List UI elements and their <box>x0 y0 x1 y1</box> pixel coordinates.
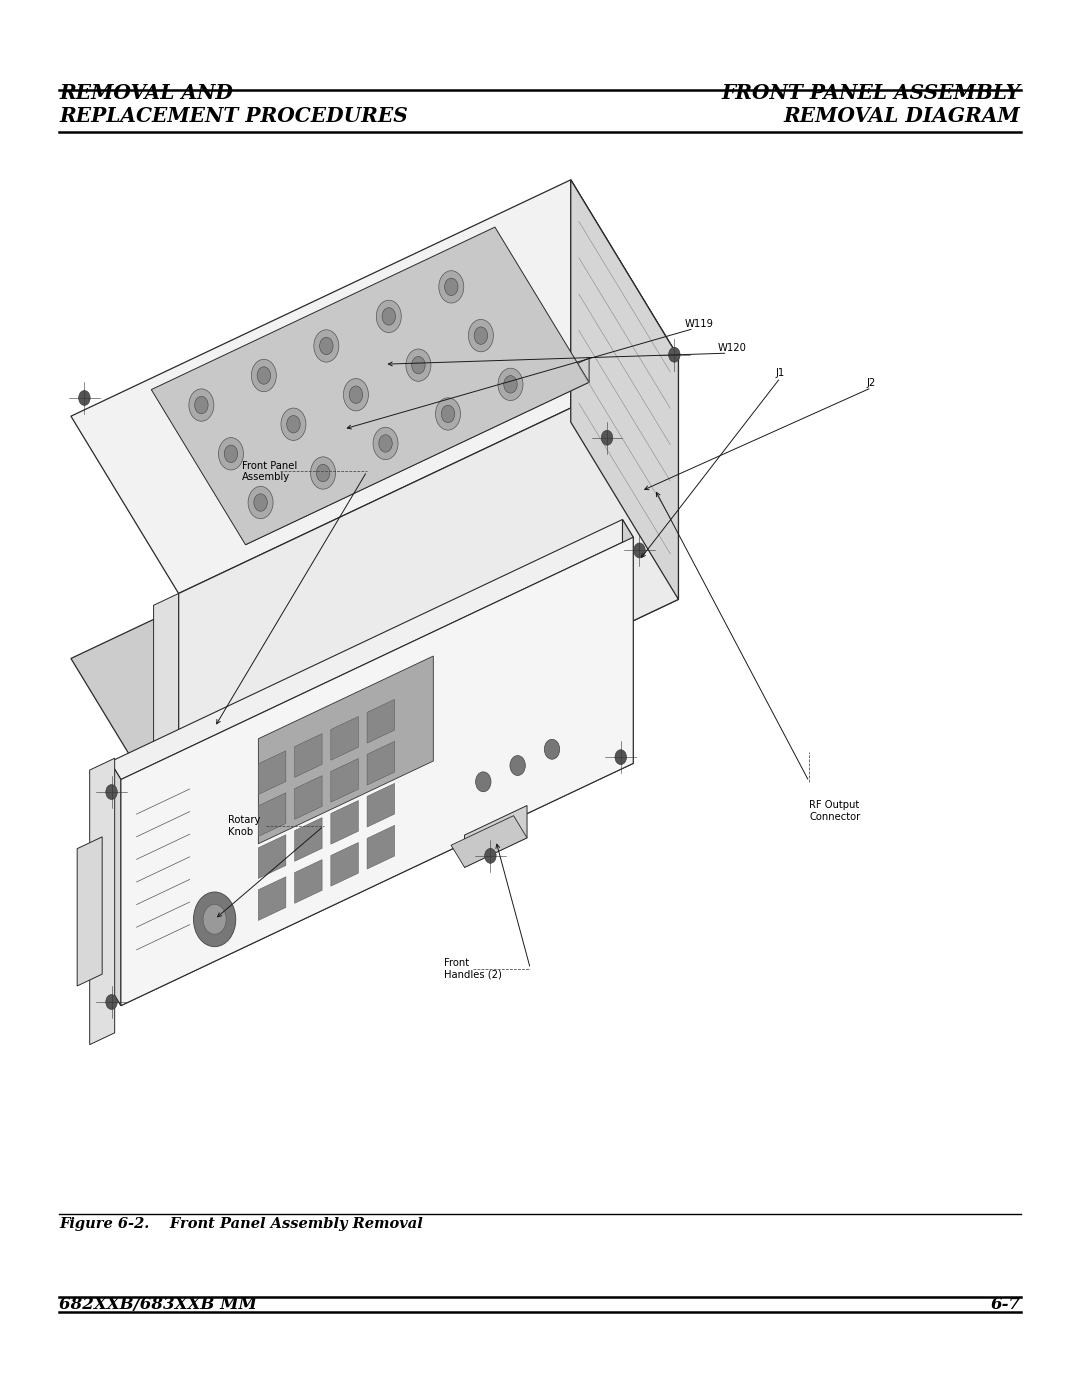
Polygon shape <box>245 358 589 545</box>
Polygon shape <box>258 792 286 837</box>
Circle shape <box>218 437 243 469</box>
Circle shape <box>602 430 612 446</box>
Polygon shape <box>110 746 633 1006</box>
Text: W120: W120 <box>718 344 746 353</box>
Text: Front Panel
Assembly: Front Panel Assembly <box>242 461 297 482</box>
Text: Figure 6-2.    Front Panel Assembly Removal: Figure 6-2. Front Panel Assembly Removal <box>59 1217 423 1232</box>
Polygon shape <box>330 717 359 760</box>
Circle shape <box>544 739 559 759</box>
Text: 6-7: 6-7 <box>990 1296 1021 1313</box>
Text: J1: J1 <box>775 367 785 377</box>
Circle shape <box>254 495 268 511</box>
Circle shape <box>189 388 214 422</box>
Polygon shape <box>295 859 322 904</box>
Circle shape <box>373 427 399 460</box>
Polygon shape <box>71 180 678 594</box>
Circle shape <box>382 307 395 326</box>
Polygon shape <box>153 594 178 848</box>
Polygon shape <box>295 775 322 819</box>
Text: 682XXB/683XXB MM: 682XXB/683XXB MM <box>59 1296 257 1313</box>
Circle shape <box>203 904 226 935</box>
Circle shape <box>503 376 517 393</box>
Polygon shape <box>258 657 433 844</box>
Polygon shape <box>330 842 359 886</box>
Polygon shape <box>151 228 589 545</box>
Polygon shape <box>71 422 678 835</box>
Text: RF Output
Connector: RF Output Connector <box>809 800 861 821</box>
Circle shape <box>286 415 300 433</box>
Polygon shape <box>464 806 527 868</box>
Circle shape <box>106 785 118 799</box>
Circle shape <box>79 391 90 405</box>
Circle shape <box>311 457 336 489</box>
Circle shape <box>194 397 208 414</box>
Text: FRONT PANEL ASSEMBLY: FRONT PANEL ASSEMBLY <box>721 82 1021 103</box>
Circle shape <box>316 464 329 482</box>
Polygon shape <box>77 837 103 986</box>
Polygon shape <box>295 733 322 777</box>
Polygon shape <box>451 816 527 868</box>
Polygon shape <box>367 826 394 869</box>
Polygon shape <box>330 759 359 802</box>
Circle shape <box>510 756 525 775</box>
Circle shape <box>193 891 235 947</box>
Circle shape <box>435 398 460 430</box>
Circle shape <box>252 359 276 391</box>
Text: W119: W119 <box>685 319 713 328</box>
Polygon shape <box>110 520 633 780</box>
Polygon shape <box>178 358 678 835</box>
Polygon shape <box>90 759 114 1045</box>
Text: REMOVAL AND: REMOVAL AND <box>59 82 233 103</box>
Circle shape <box>225 446 238 462</box>
Circle shape <box>411 356 426 374</box>
Circle shape <box>349 386 363 404</box>
Circle shape <box>474 327 487 344</box>
Circle shape <box>438 271 463 303</box>
Circle shape <box>485 848 496 863</box>
Polygon shape <box>367 700 394 743</box>
Text: Front
Handles (2): Front Handles (2) <box>444 958 502 979</box>
Circle shape <box>669 348 680 362</box>
Circle shape <box>615 750 626 764</box>
Circle shape <box>379 434 392 453</box>
Polygon shape <box>258 835 286 879</box>
Polygon shape <box>330 800 359 844</box>
Circle shape <box>257 367 271 384</box>
Circle shape <box>376 300 402 332</box>
Circle shape <box>406 349 431 381</box>
Polygon shape <box>121 538 633 1006</box>
Circle shape <box>343 379 368 411</box>
Circle shape <box>248 486 273 518</box>
Polygon shape <box>570 180 678 599</box>
Circle shape <box>106 995 118 1010</box>
Polygon shape <box>367 784 394 827</box>
Circle shape <box>498 369 523 401</box>
Polygon shape <box>258 877 286 921</box>
Text: Rotary
Knob: Rotary Knob <box>228 814 260 837</box>
Text: REMOVAL DIAGRAM: REMOVAL DIAGRAM <box>784 106 1021 127</box>
Text: REPLACEMENT PROCEDURES: REPLACEMENT PROCEDURES <box>59 106 408 127</box>
Circle shape <box>445 278 458 296</box>
Circle shape <box>634 543 645 557</box>
Polygon shape <box>570 180 678 599</box>
Polygon shape <box>367 742 394 785</box>
Circle shape <box>281 408 306 440</box>
Circle shape <box>469 320 494 352</box>
Circle shape <box>442 405 455 423</box>
Text: J2: J2 <box>867 377 876 388</box>
Polygon shape <box>295 817 322 862</box>
Polygon shape <box>258 750 286 795</box>
Polygon shape <box>622 520 633 763</box>
Circle shape <box>475 771 491 792</box>
Circle shape <box>320 337 333 355</box>
Circle shape <box>314 330 339 362</box>
Polygon shape <box>110 761 121 1006</box>
